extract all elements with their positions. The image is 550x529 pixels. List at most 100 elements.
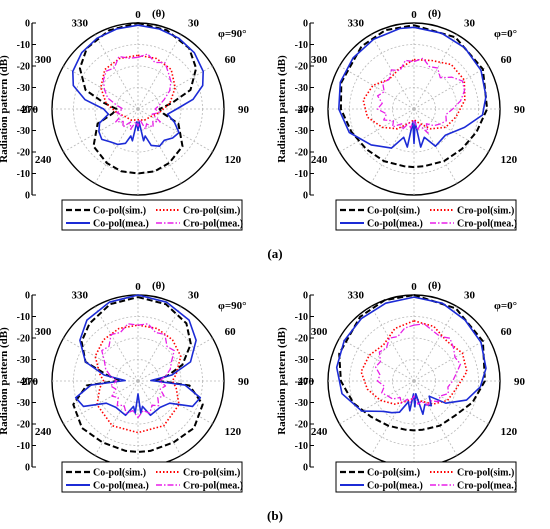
angle-tick-label: 60 <box>225 54 237 66</box>
series-line-dashdot <box>102 53 172 130</box>
polar-grid-spoke <box>137 34 182 110</box>
radial-tick-label: -10 <box>295 169 308 180</box>
radial-tick-label: 0 <box>25 191 30 202</box>
legend-entry: Cro-pol(sim.) <box>457 206 514 217</box>
angle-tick-label: 0 <box>135 281 141 293</box>
legend-box <box>335 199 517 231</box>
theta-symbol: (θ) <box>152 280 165 292</box>
legend-entry: Cro-pol(mea.) <box>183 481 243 492</box>
radial-tick-label: -40 <box>295 377 308 388</box>
radial-tick-label: -10 <box>17 441 30 452</box>
radial-tick-label: -30 <box>295 126 308 137</box>
angle-tick-label: 30 <box>464 289 476 301</box>
legend-entry: Co-pol(sim.) <box>93 468 146 479</box>
radial-tick-label: -20 <box>17 420 30 431</box>
angle-tick-label: 330 <box>72 17 89 29</box>
legend-box <box>61 461 243 493</box>
angle-tick-label: 120 <box>501 426 518 438</box>
angle-tick-label: 240 <box>311 154 328 166</box>
angle-tick-label: 270 <box>22 376 39 388</box>
angle-tick-label: 30 <box>188 289 200 301</box>
polar-grid-spoke <box>370 34 415 110</box>
polar-grid-spoke <box>63 108 139 153</box>
radial-tick-label: -40 <box>17 377 30 388</box>
angle-tick-label: 30 <box>464 17 476 29</box>
theta-symbol: (θ) <box>152 8 165 20</box>
angle-tick-label: 300 <box>311 54 328 66</box>
radial-tick-label: -30 <box>17 398 30 409</box>
angle-tick-label: 60 <box>501 326 512 338</box>
angle-tick-label: 330 <box>348 289 365 301</box>
radial-tick-label: 0 <box>303 291 308 302</box>
angle-tick-label: 300 <box>35 54 52 66</box>
angle-tick-label: 120 <box>225 426 242 438</box>
polar-grid-spoke <box>94 34 139 110</box>
legend-box <box>335 461 517 493</box>
radial-tick-label: -20 <box>17 148 30 159</box>
legend-entry: Co-pol(mea.) <box>367 481 423 492</box>
angle-tick-label: 270 <box>22 104 39 116</box>
legend-entry: Co-pol(mea.) <box>93 219 149 230</box>
caption-b: (b) <box>267 508 283 523</box>
polar-grid-ring <box>370 337 458 425</box>
polar-grid-spoke <box>137 108 213 153</box>
radial-tick-label: -10 <box>17 40 30 51</box>
legend-entry: Cro-pol(mea.) <box>183 219 243 230</box>
legend-entry: Co-pol(sim.) <box>367 206 420 217</box>
radial-tick-label: 0 <box>25 291 30 302</box>
angle-tick-label: 300 <box>35 326 52 338</box>
angle-tick-label: 120 <box>501 154 518 166</box>
radial-tick-label: -30 <box>17 126 30 137</box>
radial-tick-label: 0 <box>303 463 308 474</box>
series-line-dot <box>360 320 468 405</box>
caption-a: (a) <box>267 246 282 261</box>
angle-tick-label: 0 <box>411 281 417 293</box>
polar-grid-spoke <box>137 380 213 425</box>
angle-tick-label: 240 <box>311 426 328 438</box>
polar-chart-b-right: 0306090120180240270300330(θ)φ=0°0-10-20-… <box>276 280 526 493</box>
angle-tick-label: 90 <box>238 104 250 116</box>
radial-tick-label: -10 <box>17 169 30 180</box>
y-axis-label: Radiation pattern (dB) <box>276 55 288 163</box>
angle-tick-label: 300 <box>311 326 328 338</box>
phi-label: φ=0° <box>494 300 517 312</box>
series-line-solid <box>335 296 487 415</box>
legend-entry: Co-pol(sim.) <box>367 468 420 479</box>
radial-tick-label: -10 <box>295 312 308 323</box>
polar-grid-spoke <box>413 34 458 110</box>
radial-tick-label: -10 <box>295 40 308 51</box>
radial-tick-label: -20 <box>295 334 308 345</box>
radial-tick-label: -30 <box>17 83 30 94</box>
radial-tick-label: 0 <box>25 19 30 30</box>
radial-tick-label: -40 <box>17 105 30 116</box>
radial-tick-label: -30 <box>295 398 308 409</box>
legend-entry: Co-pol(mea.) <box>93 481 149 492</box>
polar-grid-ring <box>94 337 182 425</box>
series-line-dashdot <box>101 323 175 419</box>
series-line-solid <box>74 294 202 417</box>
legend-entry: Cro-pol(mea.) <box>457 219 517 230</box>
polar-chart-a-left: 0306090120180240270300330(θ)φ=90°0-10-20… <box>0 8 250 231</box>
angle-tick-label: 330 <box>348 17 365 29</box>
theta-symbol: (θ) <box>428 8 441 20</box>
series-line-solid <box>72 24 204 147</box>
angle-tick-label: 90 <box>514 376 526 388</box>
phi-label: φ=0° <box>494 28 517 40</box>
radial-tick-label: 0 <box>303 191 308 202</box>
angle-tick-label: 90 <box>514 104 526 116</box>
y-axis-label: Radiation pattern (dB) <box>0 55 10 163</box>
radial-tick-label: -30 <box>295 355 308 366</box>
series-line-dashdot <box>374 323 462 406</box>
polar-grid-ring <box>370 65 458 153</box>
angle-tick-label: 240 <box>35 426 52 438</box>
legend-entry: Cro-pol(mea.) <box>457 481 517 492</box>
angle-tick-label: 30 <box>188 17 200 29</box>
radial-tick-label: -30 <box>295 83 308 94</box>
radial-tick-label: -30 <box>17 355 30 366</box>
polar-chart-a-right: 0306090120180240270300330(θ)φ=0°0-10-20-… <box>276 8 526 231</box>
theta-symbol: (θ) <box>428 280 441 292</box>
polar-grid-spoke <box>94 306 139 382</box>
radial-tick-label: -20 <box>17 62 30 73</box>
legend-entry: Co-pol(mea.) <box>367 219 423 230</box>
angle-tick-label: 120 <box>225 154 242 166</box>
